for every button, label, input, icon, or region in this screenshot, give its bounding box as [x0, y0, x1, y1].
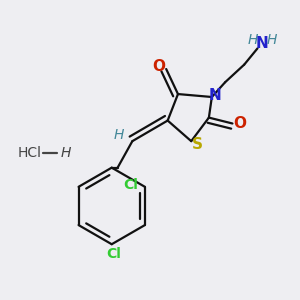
Text: H: H: [114, 128, 124, 142]
Text: S: S: [192, 136, 203, 152]
Text: O: O: [152, 58, 165, 74]
Text: O: O: [233, 116, 246, 131]
Text: H: H: [61, 146, 71, 160]
Text: N: N: [209, 88, 222, 103]
Text: HCl: HCl: [17, 146, 41, 160]
Text: H: H: [248, 33, 258, 46]
Text: Cl: Cl: [106, 247, 121, 261]
Text: N: N: [256, 37, 268, 52]
Text: Cl: Cl: [123, 178, 138, 192]
Text: H: H: [266, 33, 277, 46]
